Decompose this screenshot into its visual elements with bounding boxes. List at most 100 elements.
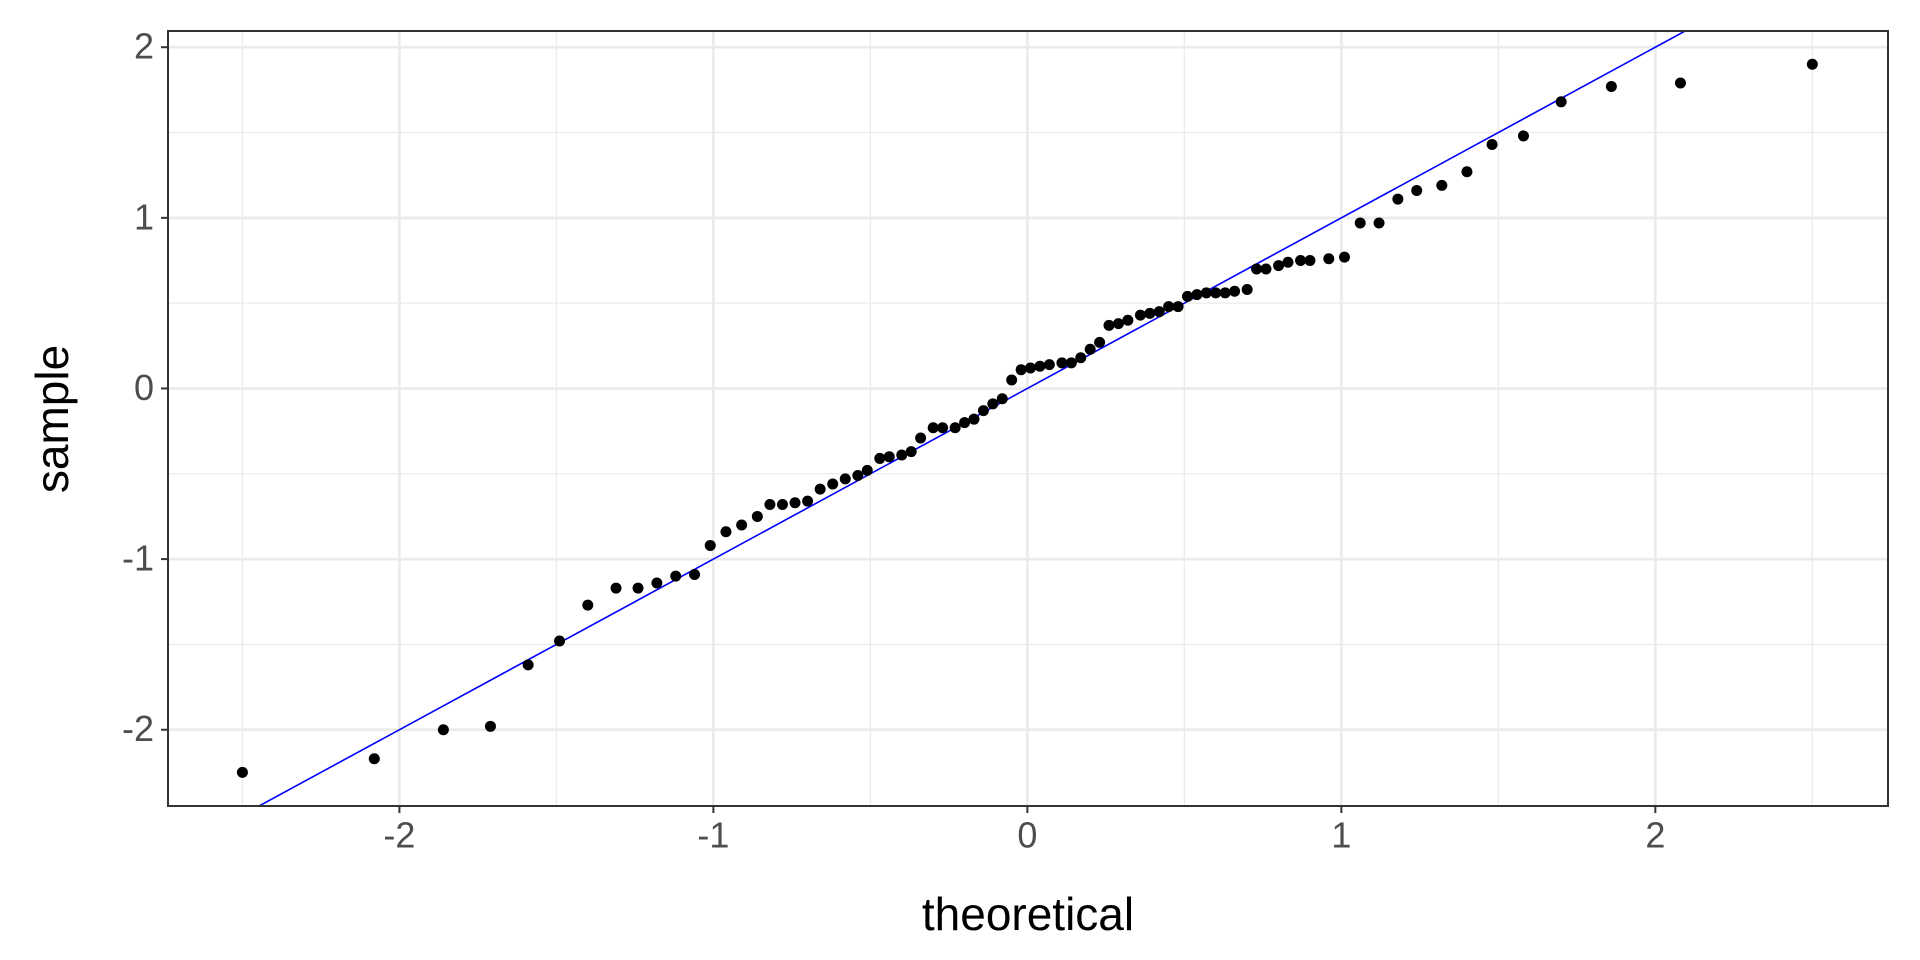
point: [484, 720, 496, 732]
point: [927, 422, 939, 434]
point: [1034, 360, 1046, 372]
point: [1163, 301, 1175, 313]
point: [1200, 287, 1212, 299]
point: [968, 413, 980, 425]
plot-area: [236, 31, 1818, 806]
point: [689, 568, 701, 580]
x-tick-label: -1: [697, 815, 729, 856]
point: [764, 498, 776, 510]
point: [1015, 364, 1027, 376]
point: [1153, 306, 1165, 318]
x-tick-label: -2: [383, 815, 415, 856]
y-tick-label: 2: [134, 26, 154, 67]
point: [582, 599, 594, 611]
point: [1338, 251, 1350, 263]
point: [1043, 359, 1055, 371]
point: [1373, 217, 1385, 229]
point: [1084, 343, 1096, 355]
y-tick-label: -2: [122, 708, 154, 749]
point: [437, 724, 449, 736]
point: [610, 582, 622, 594]
point: [522, 659, 534, 671]
point: [736, 519, 748, 531]
point: [987, 398, 999, 410]
point: [368, 753, 380, 765]
point: [1323, 253, 1335, 265]
point: [959, 417, 971, 429]
y-tick-label: 1: [134, 196, 154, 237]
point: [1486, 138, 1498, 150]
point: [1517, 130, 1529, 142]
point: [1112, 318, 1124, 330]
point: [1304, 254, 1316, 266]
axes: -2 -1 0 1 2 -2 -1 0 1 2: [122, 26, 1665, 856]
x-tick-label: 1: [1331, 815, 1351, 856]
reference-line: [257, 31, 1687, 806]
x-axis-title: theoretical: [922, 888, 1134, 940]
point: [1273, 260, 1285, 272]
point: [915, 432, 927, 444]
point: [861, 464, 873, 476]
point: [1182, 290, 1194, 302]
point: [1144, 307, 1156, 319]
point: [720, 526, 732, 538]
point: [632, 582, 644, 594]
y-tick-label: -1: [122, 538, 154, 579]
point: [1241, 284, 1253, 296]
point: [814, 483, 826, 495]
point: [1251, 263, 1263, 275]
point: [1282, 256, 1294, 268]
point: [751, 510, 763, 522]
point: [1056, 357, 1068, 369]
point: [996, 393, 1008, 405]
point: [905, 446, 917, 458]
x-tick-label: 0: [1017, 815, 1037, 856]
point: [1295, 254, 1307, 266]
point: [874, 452, 886, 464]
point: [1191, 289, 1203, 301]
point: [1411, 185, 1423, 197]
point: [1210, 287, 1222, 299]
point: [1436, 179, 1448, 191]
point: [236, 766, 248, 778]
point: [827, 478, 839, 490]
point: [1025, 362, 1037, 374]
point: [896, 449, 908, 461]
point: [1461, 166, 1473, 178]
point: [1094, 336, 1106, 348]
point: [1006, 374, 1018, 386]
point: [1260, 263, 1272, 275]
point: [1229, 285, 1241, 297]
point: [839, 473, 851, 485]
grid: [168, 31, 1888, 806]
y-tick-label: 0: [134, 367, 154, 408]
point: [1806, 58, 1818, 70]
point: [554, 635, 566, 647]
x-tick-label: 2: [1645, 815, 1665, 856]
point: [1219, 287, 1231, 299]
point: [1392, 193, 1404, 205]
point: [1172, 301, 1184, 313]
point: [670, 570, 682, 582]
point: [937, 422, 949, 434]
point: [1075, 352, 1087, 364]
point: [1134, 309, 1146, 321]
point: [1674, 77, 1686, 89]
point: [1555, 96, 1567, 108]
point: [852, 469, 864, 481]
point: [704, 539, 716, 551]
point: [802, 495, 814, 507]
point: [1122, 314, 1134, 326]
point: [977, 405, 989, 417]
point: [883, 451, 895, 463]
point: [1354, 217, 1366, 229]
point: [949, 422, 961, 434]
point: [1605, 80, 1617, 92]
point: [651, 577, 663, 589]
point: [1103, 319, 1115, 331]
point: [1065, 357, 1077, 369]
point: [789, 497, 801, 509]
y-axis-title: sample: [26, 345, 78, 493]
